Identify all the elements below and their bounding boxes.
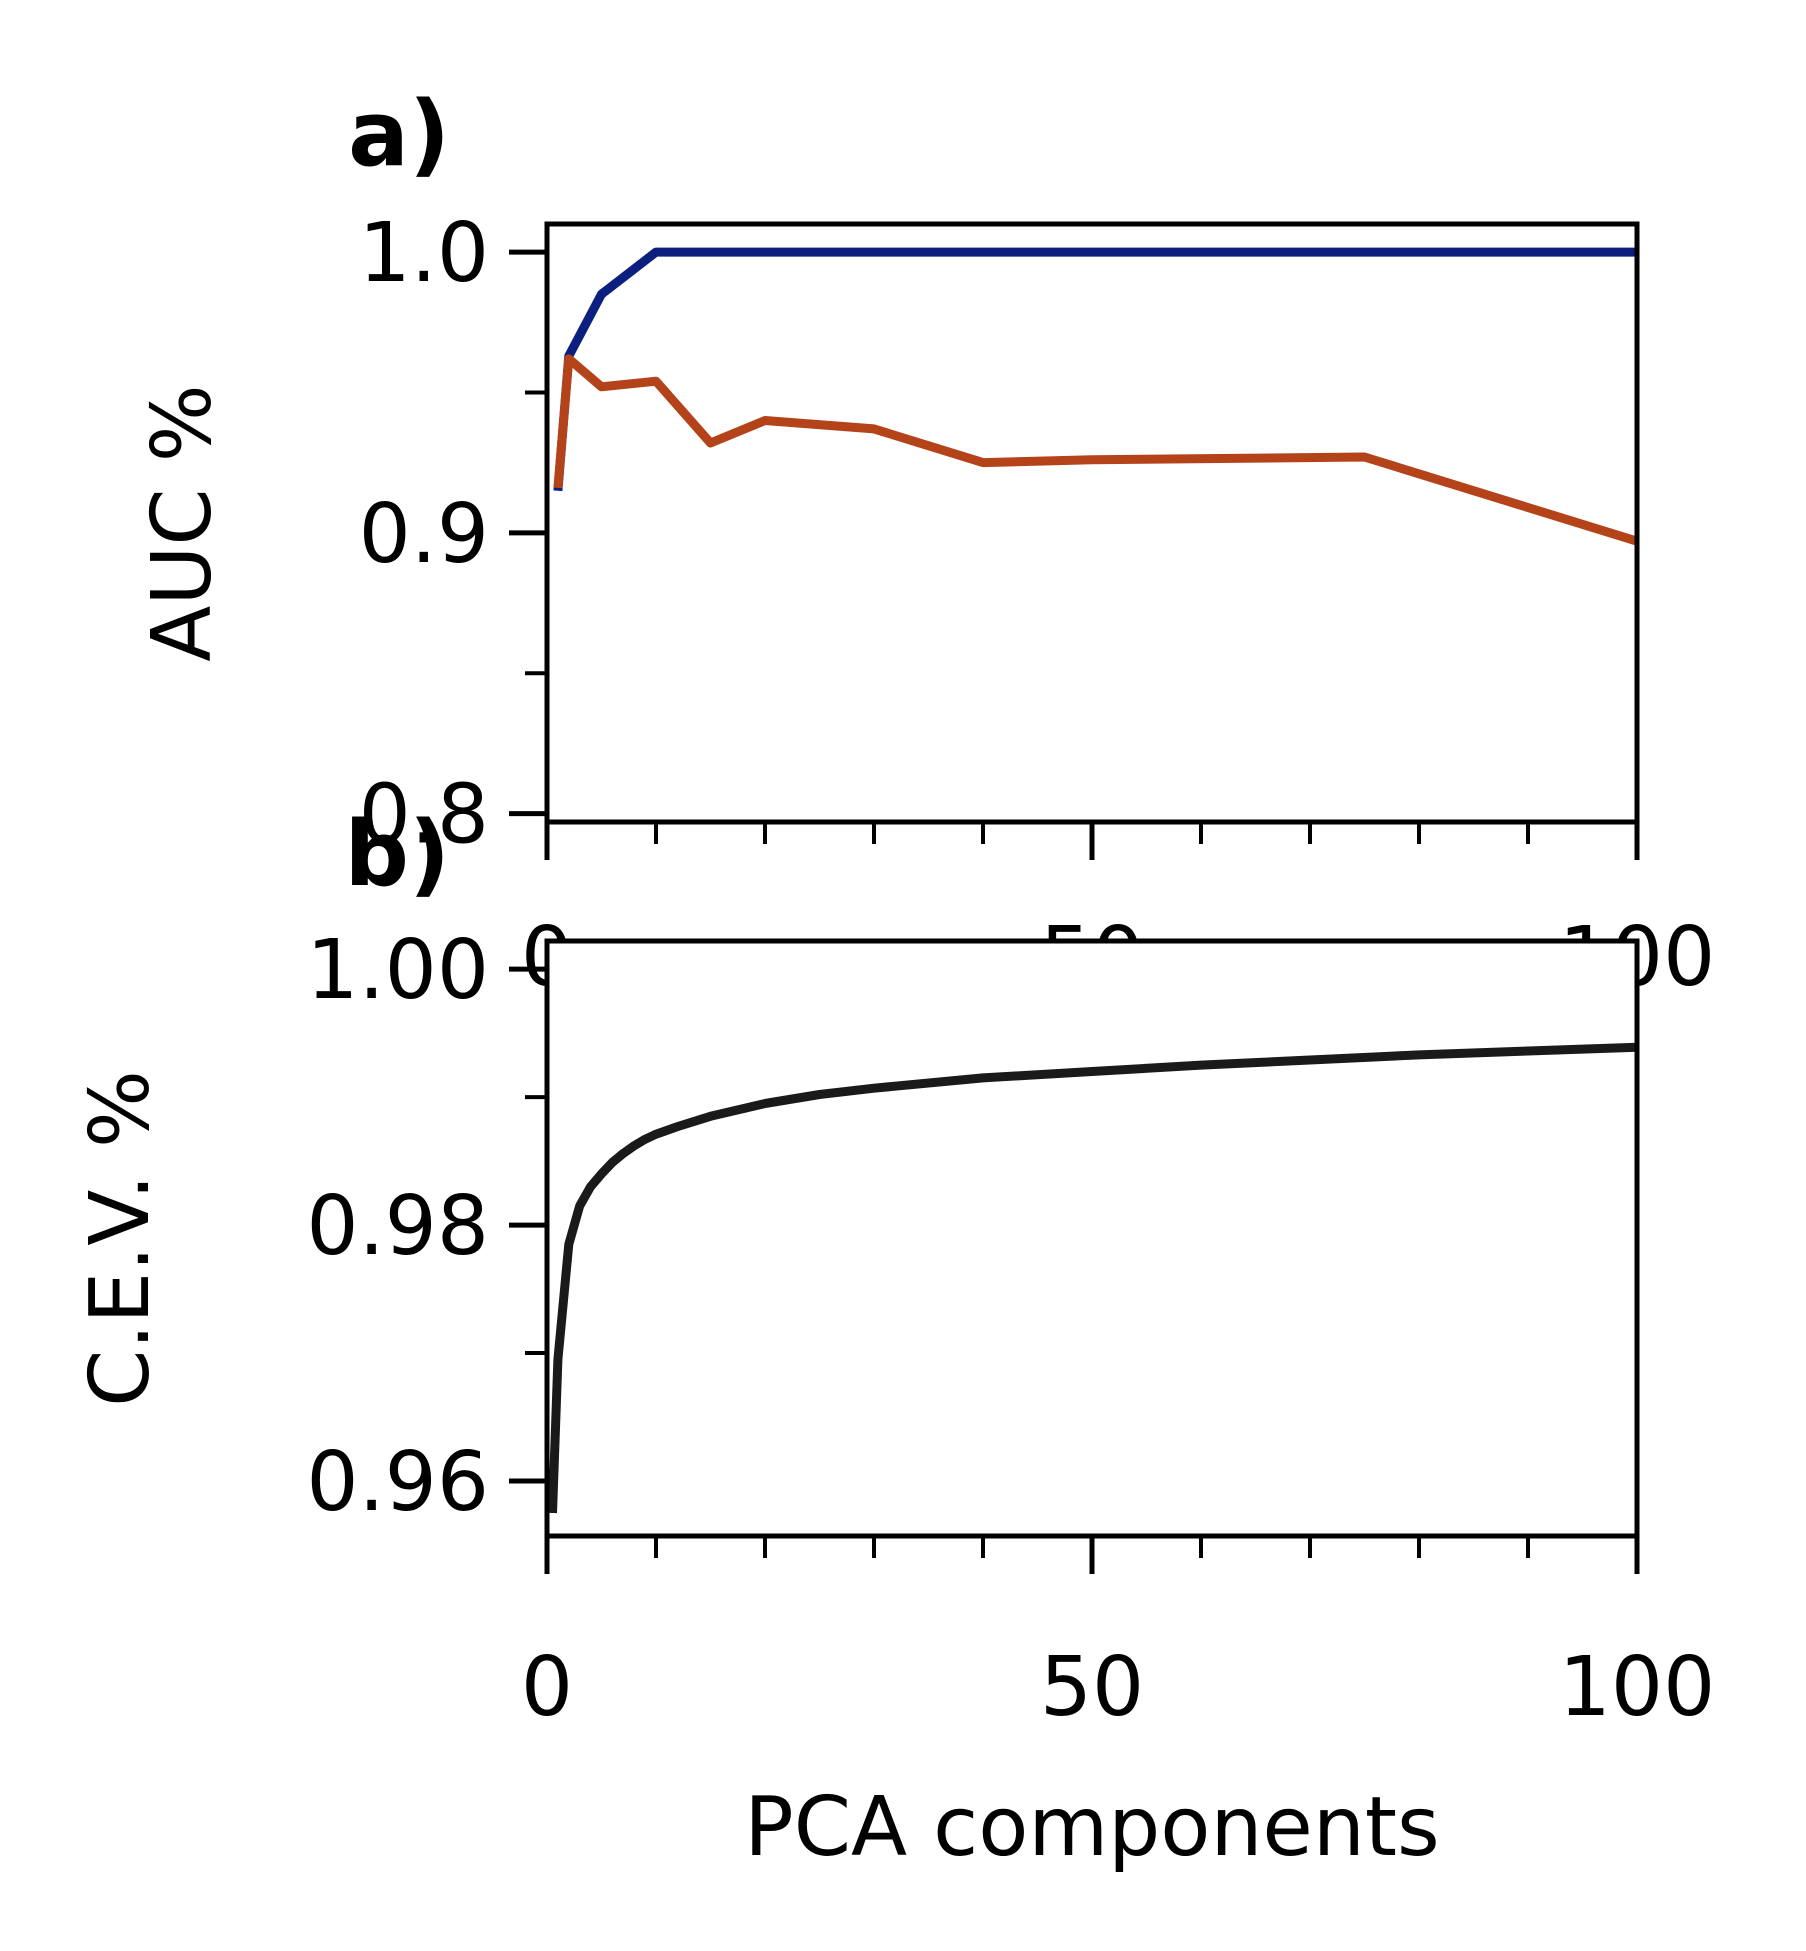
panel-a-ytick-label-1: 0.9: [359, 487, 489, 582]
panel-b-xtick-label-1: 50: [1040, 1640, 1144, 1735]
panel-b-ytick-label-2: 1.00: [306, 923, 489, 1018]
panel-b-series-line-1: [548, 1042, 1638, 1514]
panel-a-ytick-label-2: 1.0: [359, 206, 489, 301]
panel-a-series-line-2: [553, 354, 1639, 546]
panel-a-label: a): [348, 82, 450, 187]
panel-b-label: b): [344, 802, 450, 907]
panel-a-series-group: [553, 247, 1639, 546]
panel-a-frame: [544, 221, 1640, 825]
panel-b-frame: [544, 938, 1640, 1539]
panel-a-ytick-label-0: 0.8: [359, 768, 489, 863]
panel-b-series-group: [548, 1042, 1638, 1514]
panel-b-background: [547, 941, 1637, 1536]
panel-b: 0 50 100 0.96 0.98 1.00 C.E.V. % PCA componen…: [73, 923, 1715, 1875]
panel-b-ylabel: C.E.V. %: [73, 1070, 168, 1407]
panel-b-xtick-label-0: 0: [521, 1640, 573, 1735]
panel-b-ytick-label-1: 0.98: [306, 1179, 489, 1274]
panel-b-xlabel: PCA components: [744, 1780, 1439, 1875]
panel-a-series-line-1: [553, 247, 1637, 492]
panel-b-ytick-label-0: 0.96: [306, 1435, 489, 1530]
panel-a-ylabel: AUC %: [135, 384, 230, 661]
panel-b-ticks: 0 50 100 0.96 0.98 1.00: [306, 923, 1715, 1735]
panel-b-xtick-label-2: 100: [1559, 1640, 1716, 1735]
